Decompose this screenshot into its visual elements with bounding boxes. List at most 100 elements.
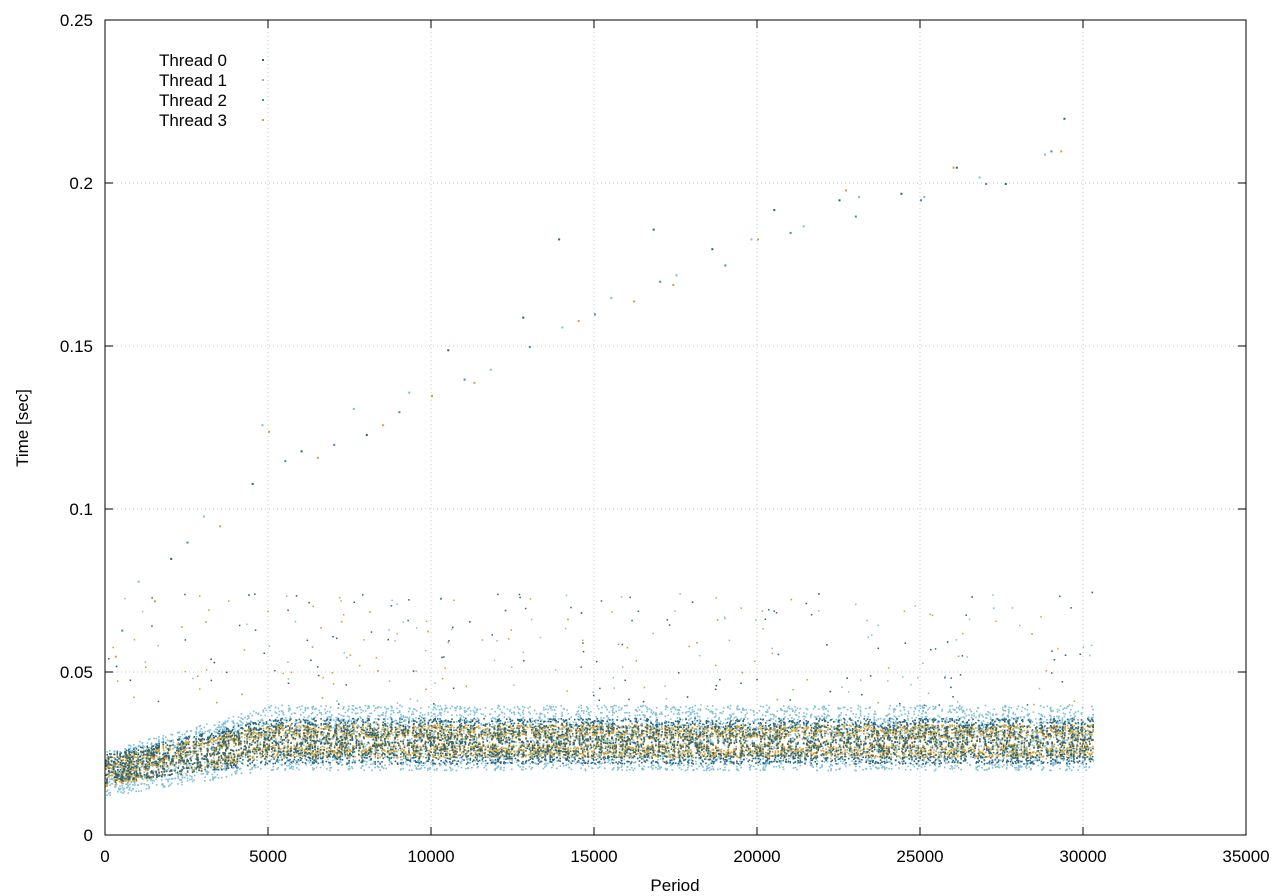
band-point [1025,763,1027,765]
band-point [233,722,236,725]
band-point [876,750,878,753]
band-point [460,766,463,769]
band-point [369,736,372,738]
band-point [517,711,520,714]
band-point [418,714,421,717]
band-point [519,741,521,744]
band-point [1028,724,1031,727]
band-point [319,766,322,769]
band-point [607,761,609,763]
band-point [641,767,643,770]
band-point [917,737,920,740]
band-point [1066,705,1069,708]
band-point [132,784,134,786]
band-point [1026,714,1029,717]
band-point [697,708,700,711]
band-point [1046,705,1049,708]
band-point [200,728,203,730]
band-point [518,708,521,710]
band-point [963,756,965,759]
band-point [729,716,732,719]
band-point [1041,727,1044,730]
band-point [435,708,437,711]
band-point [218,721,221,723]
band-point [1013,767,1016,769]
band-point [181,776,184,779]
band-point [528,711,530,714]
band-point [1003,764,1005,766]
band-point [1064,769,1067,772]
band-point [265,739,267,742]
band-point [262,725,265,727]
band-point [209,779,211,781]
band-point [889,757,891,759]
band-point [729,762,731,764]
band-point [677,737,680,740]
band-point [616,766,619,768]
band-point [757,764,760,767]
band-point [922,760,925,762]
band-point [857,749,860,751]
band-point [744,738,746,740]
band-point [642,768,645,771]
band-point [210,747,212,750]
band-point [270,704,273,707]
band-point [379,761,381,764]
band-point [169,747,171,749]
band-point [380,714,383,716]
band-point [994,763,997,766]
band-point [702,766,704,768]
band-point [597,767,599,769]
band-point [259,754,261,756]
band-point [311,706,313,709]
band-point [403,738,405,741]
band-point [1024,708,1026,710]
band-point [539,717,541,720]
band-point [127,784,129,787]
band-point [609,722,611,725]
band-point [408,719,410,722]
band-point [110,783,113,785]
band-point [203,726,206,729]
band-point [382,736,385,738]
band-point [337,707,340,709]
band-point [162,738,165,740]
band-point [440,763,442,766]
band-point [285,721,288,724]
band-point [827,733,829,736]
band-point [928,754,930,756]
band-point [118,764,121,766]
band-point [368,766,371,769]
band-point [916,768,919,770]
band-point [865,723,868,726]
band-point [459,705,461,708]
band-point [522,766,524,768]
band-point [155,778,157,781]
band-point [1062,748,1064,751]
band-point [912,763,914,766]
band-point [557,718,560,720]
band-point [364,704,367,707]
band-point [251,714,254,717]
band-point [378,706,380,708]
band-point [758,709,761,712]
band-point [696,768,698,770]
band-point [782,768,785,771]
band-point [384,712,387,715]
band-point [213,771,216,774]
band-point [124,778,126,781]
band-point [895,764,897,766]
band-point [296,726,299,729]
band-point [586,706,588,708]
band-point [306,707,309,710]
band-point [289,767,291,770]
band-point [296,706,298,709]
band-point [578,761,581,764]
band-point [560,745,562,747]
band-point [1017,765,1020,767]
band-point [216,726,219,729]
band-point [322,764,324,766]
band-point [382,726,385,728]
band-point [601,711,603,714]
band-point [752,711,755,713]
